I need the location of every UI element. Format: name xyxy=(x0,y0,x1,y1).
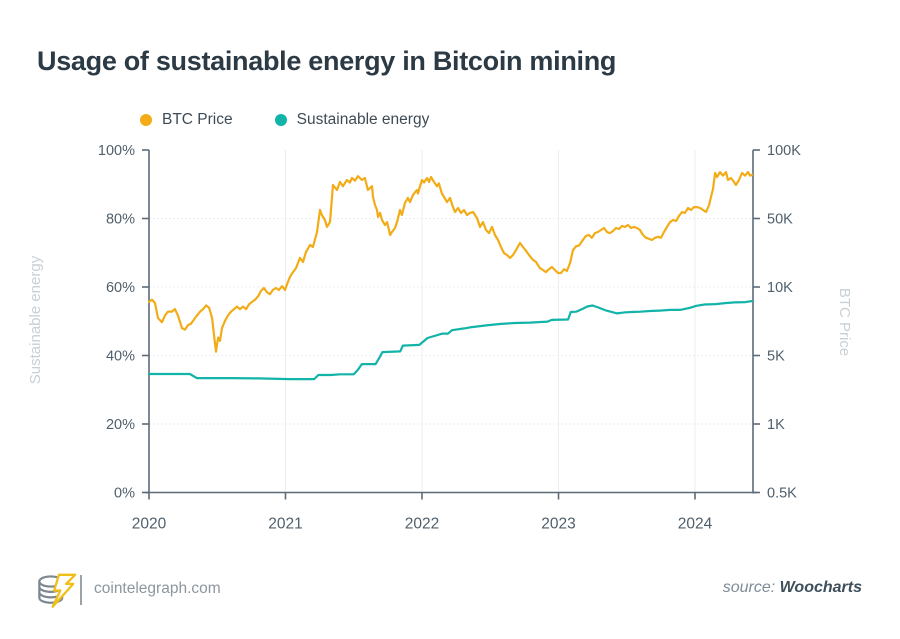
chart-canvas: 0% 20% 40% 60% 80% 100% 0.5K 1K 5K 10K 50K 100K 2020… xyxy=(98,143,801,533)
right-tick-label: 10K xyxy=(767,280,793,296)
legend-item-btc-price: BTC Price xyxy=(140,111,233,129)
left-tick-label: 0% xyxy=(114,486,135,502)
left-tick-label: 20% xyxy=(106,417,135,433)
source-name: Woocharts xyxy=(779,579,862,596)
source-prefix: source: xyxy=(722,579,776,596)
right-tick-label: 100K xyxy=(767,143,801,159)
x-tick-label: 2022 xyxy=(405,516,439,533)
right-tick-label: 1K xyxy=(767,417,785,433)
page-title: Usage of sustainable energy in Bitcoin m… xyxy=(37,46,617,77)
btc-price-line xyxy=(147,171,754,353)
right-axis-title: BTC Price xyxy=(836,287,853,357)
sustainable-energy-line xyxy=(147,299,754,381)
btc-price-dot-icon xyxy=(140,114,152,126)
cointelegraph-logo-icon xyxy=(38,573,77,608)
left-tick-label: 80% xyxy=(106,212,135,228)
legend-label-sustainable-energy: Sustainable energy xyxy=(296,111,430,128)
x-tick-label: 2023 xyxy=(541,516,575,533)
right-tick-label: 5K xyxy=(767,349,785,365)
right-tick-label: 0.5K xyxy=(767,486,797,502)
sustainable-energy-dot-icon xyxy=(274,114,287,126)
left-tick-label: 40% xyxy=(106,349,135,365)
footer-divider xyxy=(80,575,82,605)
left-axis-title: Sustainable energy xyxy=(27,255,44,385)
footer-site-link[interactable]: cointelegraph.com xyxy=(94,580,221,597)
legend-label-btc-price: BTC Price xyxy=(162,111,233,128)
footer: cointelegraph.com source: Woocharts xyxy=(0,563,900,623)
legend-item-sustainable-energy: Sustainable energy xyxy=(274,111,430,129)
source-credit: source: Woocharts xyxy=(723,579,862,597)
left-tick-label: 60% xyxy=(106,280,135,296)
left-tick-label: 100% xyxy=(98,143,135,159)
right-tick-label: 50K xyxy=(767,212,793,228)
x-tick-label: 2021 xyxy=(268,516,302,533)
x-tick-label: 2020 xyxy=(132,516,167,533)
x-tick-label: 2024 xyxy=(678,516,713,533)
legend: BTC Price Sustainable energy xyxy=(140,111,429,129)
